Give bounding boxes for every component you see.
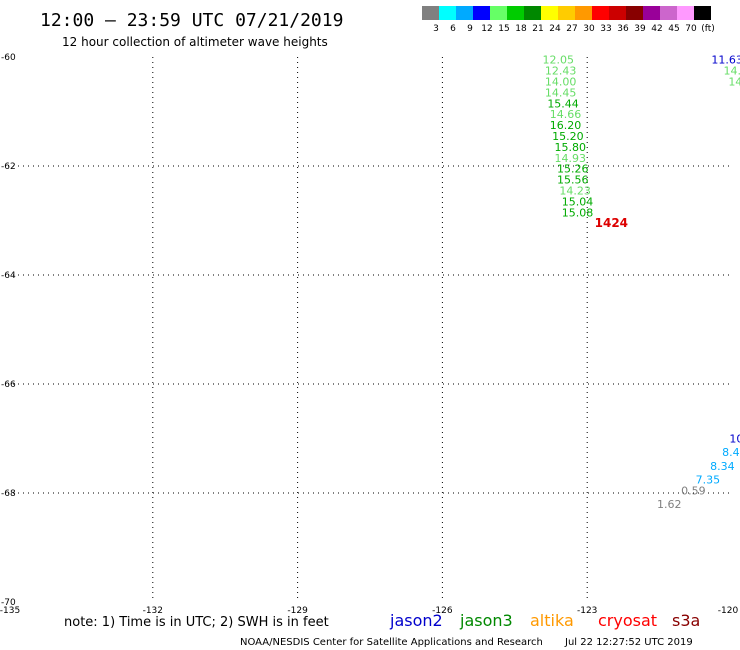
legend-swatch <box>439 6 456 20</box>
satellite-label-s3a: s3a <box>672 611 700 630</box>
wave-height-label: 11.63 <box>711 54 740 67</box>
x-tick-label: -123 <box>577 606 597 616</box>
legend-swatch <box>422 6 439 20</box>
legend-label: 42 <box>651 24 662 34</box>
wave-height-label: 14.66 <box>550 108 582 121</box>
legend-swatch <box>609 6 626 20</box>
wave-height-label: 15.20 <box>552 130 584 143</box>
wave-height-label: 15.56 <box>557 174 589 187</box>
x-axis-ticks: -135 -132 -129 -126 -123 -120 <box>0 606 738 616</box>
satellite-label-cryosat: cryosat <box>598 611 657 630</box>
legend-label: 27 <box>566 24 577 34</box>
y-tick-label: -62 <box>1 162 16 172</box>
y-tick-label: -60 <box>1 53 16 63</box>
grid-lines <box>8 57 732 602</box>
footer-note: note: 1) Time is in UTC; 2) SWH is in fe… <box>64 615 329 630</box>
wave-height-points: 12.0512.4314.0014.4515.4414.6616.2015.20… <box>542 54 740 511</box>
y-tick-label: -66 <box>1 380 16 390</box>
legend-swatch <box>626 6 643 20</box>
wave-height-label: 0.59 <box>681 484 706 497</box>
color-scale-legend: 3 6 9 12 15 18 21 24 27 30 33 36 39 42 45 70 (ft) <box>422 6 715 34</box>
satellite-label-jason2: jason2 <box>389 611 443 630</box>
legend-swatch <box>558 6 575 20</box>
wave-height-label: 12.05 <box>542 54 574 67</box>
wave-height-label: 16.20 <box>550 119 582 132</box>
wave-height-label: 14.23 <box>559 185 591 198</box>
legend-label: 70 <box>685 24 697 34</box>
legend-swatch <box>694 6 711 20</box>
wave-height-label: 8.34 <box>710 460 735 473</box>
wave-height-label: 7.35 <box>696 473 721 486</box>
wave-height-label: 15.44 <box>547 97 579 110</box>
wave-height-label: 14.20 <box>728 76 740 89</box>
legend-swatch <box>541 6 558 20</box>
legend-label: 30 <box>583 24 595 34</box>
wave-height-label: 14.39 <box>723 65 740 78</box>
wave-height-label: 15.26 <box>557 163 589 176</box>
plot-frame <box>8 57 732 602</box>
plot-area: -135 -132 -129 -126 -123 -120 -60 -62 -64 -66 -68… <box>0 53 740 616</box>
legend-label: 36 <box>617 24 629 34</box>
x-tick-label: -135 <box>0 606 20 616</box>
legend-swatch <box>507 6 524 20</box>
legend-label: 45 <box>668 24 679 34</box>
x-tick-label: -132 <box>143 606 163 616</box>
satellite-label-altika: altika <box>530 611 574 630</box>
x-tick-label: -126 <box>432 606 453 616</box>
legend-label: 9 <box>467 24 473 34</box>
x-tick-label: -129 <box>287 606 308 616</box>
legend-swatch <box>575 6 592 20</box>
legend-swatch <box>643 6 660 20</box>
y-tick-label: -70 <box>1 598 16 608</box>
y-tick-label: -64 <box>1 271 16 281</box>
legend-swatch <box>473 6 490 20</box>
wave-height-label: 15.80 <box>555 141 587 154</box>
satellite-legend: jason2 jason3 altika cryosat s3a <box>389 611 700 630</box>
wave-height-label: 15.04 <box>562 195 594 208</box>
y-axis-ticks: -60 -62 -64 -66 -68 -70 <box>1 53 16 608</box>
peak-time-label: 1424 <box>595 216 628 230</box>
wave-height-label: 14.00 <box>545 76 577 89</box>
wave-height-label: 14.45 <box>545 86 577 99</box>
wave-height-label: 15.08 <box>562 206 594 219</box>
legend-swatch <box>490 6 507 20</box>
legend-label: 39 <box>634 24 646 34</box>
wave-height-label: 8.49 <box>722 446 740 459</box>
satellite-label-jason3: jason3 <box>459 611 513 630</box>
footer-credit: NOAA/NESDIS Center for Satellite Applica… <box>240 637 543 648</box>
legend-label: 12 <box>481 24 492 34</box>
legend-label: 6 <box>450 24 456 34</box>
legend-label: 21 <box>532 24 543 34</box>
legend-swatch <box>592 6 609 20</box>
wave-height-label: 10.1 <box>729 433 740 446</box>
legend-label: 24 <box>549 24 561 34</box>
x-tick-label: -120 <box>718 606 739 616</box>
legend-swatch <box>660 6 677 20</box>
legend-label: (ft) <box>701 24 715 34</box>
legend-swatch <box>677 6 694 20</box>
legend-label: 18 <box>515 24 527 34</box>
legend-label: 15 <box>498 24 509 34</box>
wave-height-label: 1.62 <box>657 498 682 511</box>
legend-label: 3 <box>433 24 439 34</box>
wave-height-label: 14.93 <box>555 152 587 165</box>
chart-subtitle: 12 hour collection of altimeter wave hei… <box>62 35 328 49</box>
legend-label: 33 <box>600 24 611 34</box>
legend-swatch <box>456 6 473 20</box>
wave-height-label: 12.43 <box>545 65 577 78</box>
footer-timestamp: Jul 22 12:27:52 UTC 2019 <box>564 637 693 648</box>
y-tick-label: -68 <box>1 489 16 499</box>
legend-swatch <box>524 6 541 20</box>
chart-title: 12:00 – 23:59 UTC 07/21/2019 <box>40 10 343 31</box>
